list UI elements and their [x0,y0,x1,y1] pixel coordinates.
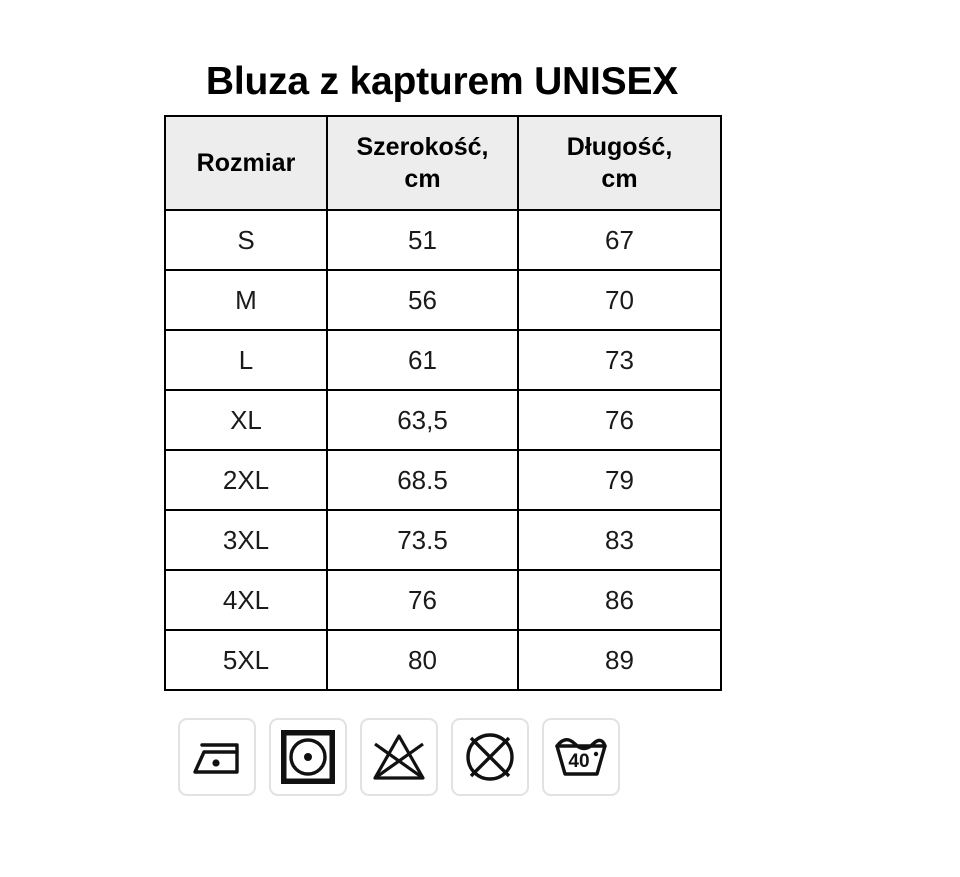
cell-size: S [164,209,328,271]
cell-width: 73.5 [326,509,519,571]
size-table-body: S 51 67 M 56 70 L 61 73 XL 63,5 76 2XL 6 [164,209,722,691]
wash-40-icon: 40 [552,734,610,780]
cell-length: 89 [517,629,722,691]
size-table: Rozmiar Szerokość, cm Długość, cm S 51 6… [164,115,722,691]
cell-length: 73 [517,329,722,391]
column-header-length-label-line2: cm [601,165,638,193]
care-symbol-tile-do-not-dry-clean [451,718,529,796]
cell-width: 56 [326,269,519,331]
cell-length: 70 [517,269,722,331]
table-header-row: Rozmiar Szerokość, cm Długość, cm [164,115,722,211]
table-row: 4XL 76 86 [164,569,722,631]
cell-size: 4XL [164,569,328,631]
cell-width: 61 [326,329,519,391]
table-row: 5XL 80 89 [164,629,722,691]
cell-width: 68.5 [326,449,519,511]
cell-length: 86 [517,569,722,631]
table-row: 2XL 68.5 79 [164,449,722,511]
cell-size: XL [164,389,328,451]
column-header-width-label-line1: Szerokość, [356,133,489,161]
care-symbol-tile-tumble-dry [269,718,347,796]
table-row: XL 63,5 76 [164,389,722,451]
cell-size: 2XL [164,449,328,511]
page-title: Bluza z kapturem UNISEX [205,60,679,103]
cell-width: 51 [326,209,519,271]
column-header-width-label-line2: cm [404,165,441,193]
wash-temperature-label: 40 [568,751,589,772]
column-header-width: Szerokość, cm [326,115,519,211]
cell-length: 76 [517,389,722,451]
do-not-bleach-icon [371,732,427,782]
care-symbol-tile-wash-40: 40 [542,718,620,796]
care-symbols-row: 40 [178,718,620,796]
cell-size: M [164,269,328,331]
cell-length: 79 [517,449,722,511]
size-table-header: Rozmiar Szerokość, cm Długość, cm [164,115,722,211]
cell-size: 5XL [164,629,328,691]
care-symbol-tile-do-not-bleach [360,718,438,796]
cell-length: 67 [517,209,722,271]
tumble-dry-low-icon [281,730,335,784]
table-row: M 56 70 [164,269,722,331]
cell-size: 3XL [164,509,328,571]
iron-low-temperature-icon [188,736,246,778]
table-row: L 61 73 [164,329,722,391]
care-symbol-tile-iron [178,718,256,796]
table-row: 3XL 73.5 83 [164,509,722,571]
cell-width: 80 [326,629,519,691]
cell-size: L [164,329,328,391]
column-header-size-label: Rozmiar [196,149,296,177]
column-header-length: Długość, cm [517,115,722,211]
cell-width: 63,5 [326,389,519,451]
cell-length: 83 [517,509,722,571]
column-header-length-label-line1: Długość, [566,133,673,161]
table-row: S 51 67 [164,209,722,271]
do-not-dry-clean-icon [463,730,517,784]
cell-width: 76 [326,569,519,631]
column-header-size: Rozmiar [164,115,328,211]
